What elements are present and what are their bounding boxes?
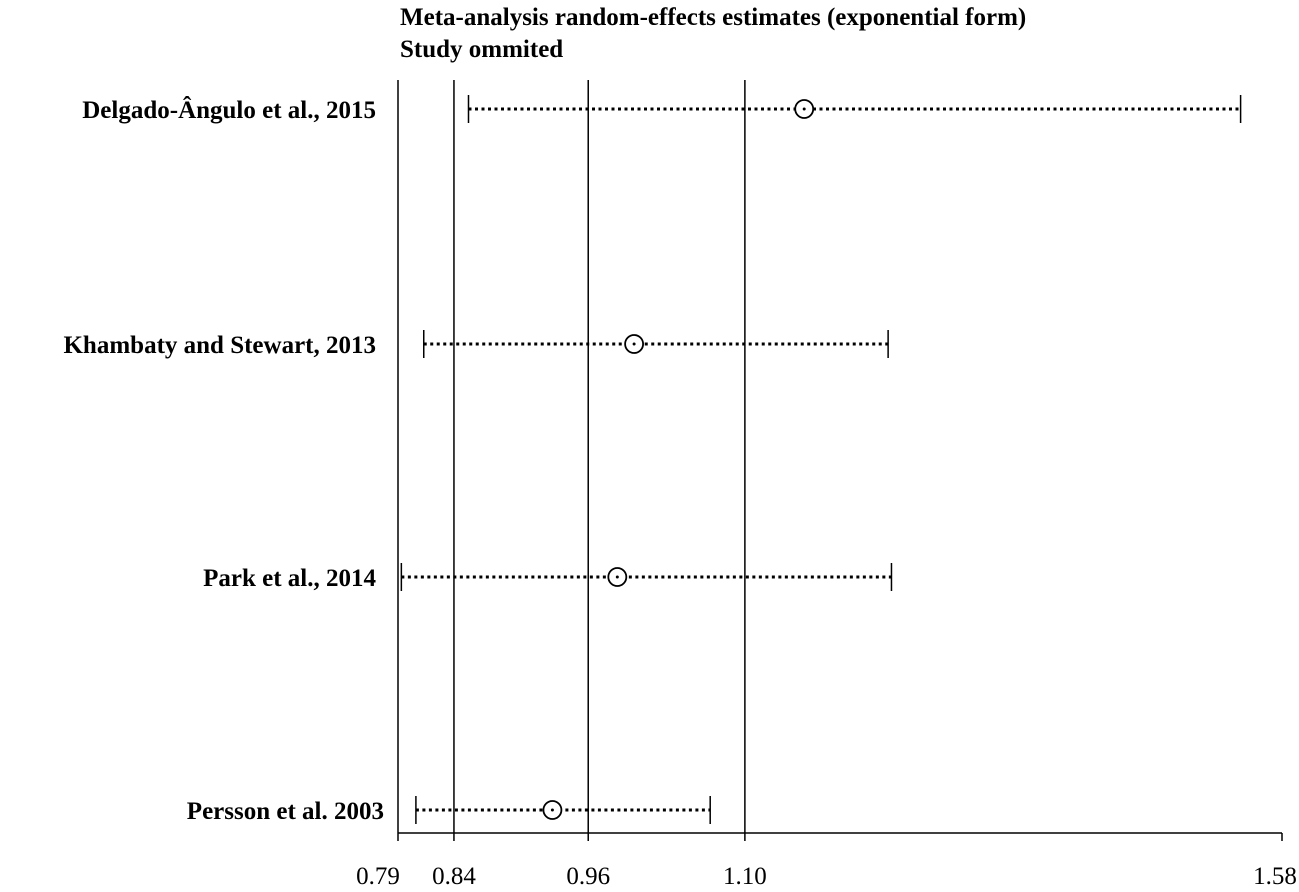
x-tick-label-3: 1.10	[723, 863, 767, 890]
study-label: Persson et al. 2003	[187, 798, 384, 825]
study-label: Khambaty and Stewart, 2013	[63, 332, 376, 359]
point-estimate-center	[802, 107, 806, 111]
x-axis: 0.79 0.84 0.96 1.10 1.58	[356, 832, 1297, 890]
study-label: Delgado-Ângulo et al., 2015	[82, 96, 376, 124]
point-estimate-center	[615, 575, 619, 579]
x-tick-label-1: 0.84	[432, 863, 476, 890]
study-rows: Delgado-Ângulo et al., 2015 Khambaty and …	[63, 95, 1242, 825]
study-label: Park et al., 2014	[203, 565, 376, 592]
point-estimate-center	[632, 342, 636, 346]
x-tick-label-2: 0.96	[566, 863, 610, 890]
study-row: Park et al., 2014	[203, 563, 893, 592]
chart-title: Meta-analysis random-effects estimates (…	[400, 4, 1027, 31]
x-tick-label-4: 1.58	[1253, 863, 1297, 890]
x-tick-label-0: 0.79	[356, 863, 400, 890]
study-row: Khambaty and Stewart, 2013	[63, 330, 889, 359]
x-axis-ticks: 0.79 0.84 0.96 1.10 1.58	[356, 833, 1297, 890]
study-row: Persson et al. 2003	[187, 796, 711, 825]
study-row: Delgado-Ângulo et al., 2015	[82, 95, 1242, 124]
chart-subtitle: Study ommited	[400, 36, 564, 63]
reference-lines	[397, 80, 746, 833]
point-estimate-center	[550, 808, 554, 812]
